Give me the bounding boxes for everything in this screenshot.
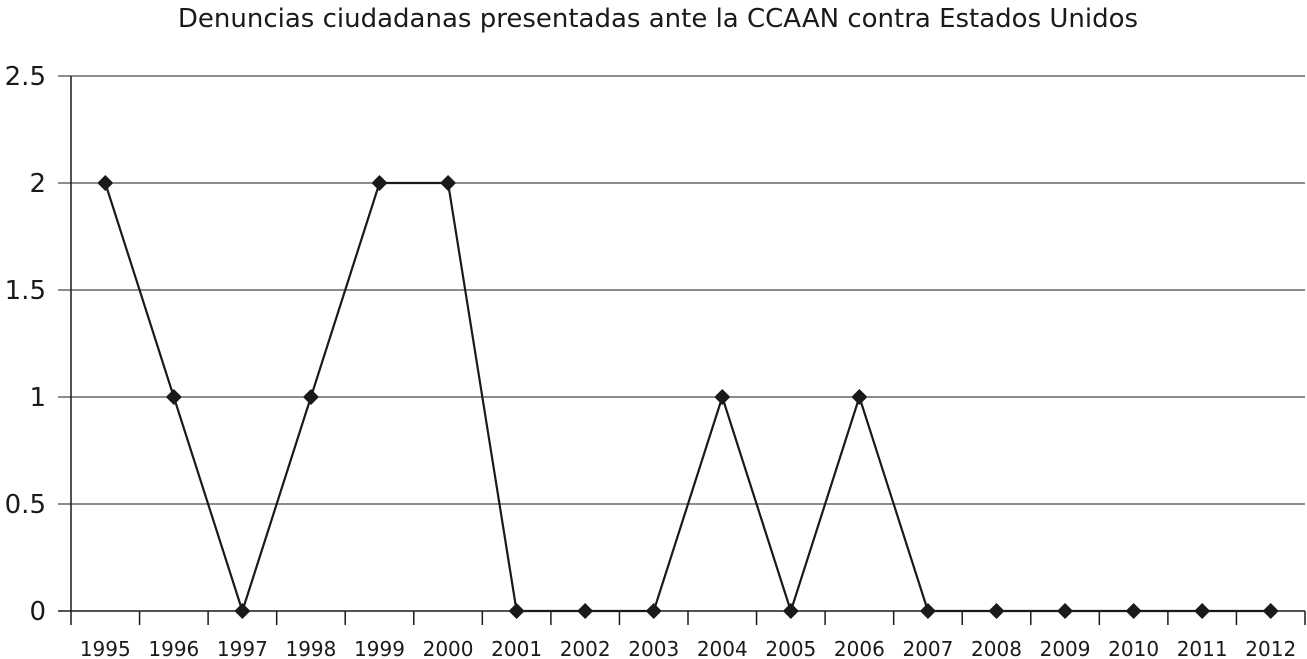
data-point-marker: [1262, 603, 1279, 619]
data-point-marker: [714, 389, 731, 405]
x-tick-label: 2003: [628, 637, 679, 659]
data-point-marker: [508, 603, 525, 619]
data-point-marker: [371, 175, 388, 191]
y-tick-label: 0: [29, 597, 46, 627]
x-tick-label: 2001: [491, 637, 542, 659]
data-point-marker: [645, 603, 662, 619]
y-tick-label: 0.5: [5, 490, 46, 520]
y-axis-ticks: 0 0.5 1 1.5 2 2.5: [5, 62, 46, 627]
x-tick-label: 2011: [1177, 637, 1228, 659]
data-point-marker: [851, 389, 868, 405]
data-point-marker: [1194, 603, 1211, 619]
x-tick-label: 2004: [697, 637, 748, 659]
x-tick-label: 2002: [560, 637, 611, 659]
x-tick-label: 2008: [971, 637, 1022, 659]
x-tick-label: 1995: [80, 637, 131, 659]
y-tick-label: 2: [29, 169, 46, 199]
y-tick-label: 1: [29, 383, 46, 413]
chart-title: Denuncias ciudadanas presentadas ante la…: [178, 4, 1138, 34]
x-tick-label: 1996: [148, 637, 199, 659]
data-point-marker: [1057, 603, 1074, 619]
data-point-marker: [302, 389, 319, 405]
y-tick-label: 2.5: [5, 62, 46, 92]
data-point-marker: [919, 603, 936, 619]
series-line: [104, 181, 1271, 615]
data-point-marker: [97, 175, 114, 191]
x-tick-label: 2009: [1040, 637, 1091, 659]
x-tick-label: 2010: [1108, 637, 1159, 659]
data-point-marker: [577, 603, 594, 619]
series-group: [97, 175, 1279, 619]
x-tick-label: 1998: [285, 637, 336, 659]
data-point-marker: [440, 175, 457, 191]
x-tick-label: 1997: [217, 637, 268, 659]
data-point-marker: [782, 603, 799, 619]
x-tick-label: 2005: [765, 637, 816, 659]
data-point-marker: [234, 603, 251, 619]
x-tick-label: 2006: [834, 637, 885, 659]
data-point-marker: [165, 389, 182, 405]
x-axis-ticks: 1995 1996 1997 1998 1999 2000 2001 2002 2003 2004…: [80, 637, 1296, 659]
data-point-marker: [1125, 603, 1142, 619]
gridlines: [58, 75, 1305, 505]
x-tick-label: 1999: [354, 637, 405, 659]
y-tick-label: 1.5: [5, 276, 46, 306]
x-tick-label: 2007: [902, 637, 953, 659]
x-tick-label: 2012: [1245, 637, 1296, 659]
data-point-marker: [988, 603, 1005, 619]
axes: [58, 76, 1306, 625]
x-tick-label: 2000: [423, 637, 474, 659]
